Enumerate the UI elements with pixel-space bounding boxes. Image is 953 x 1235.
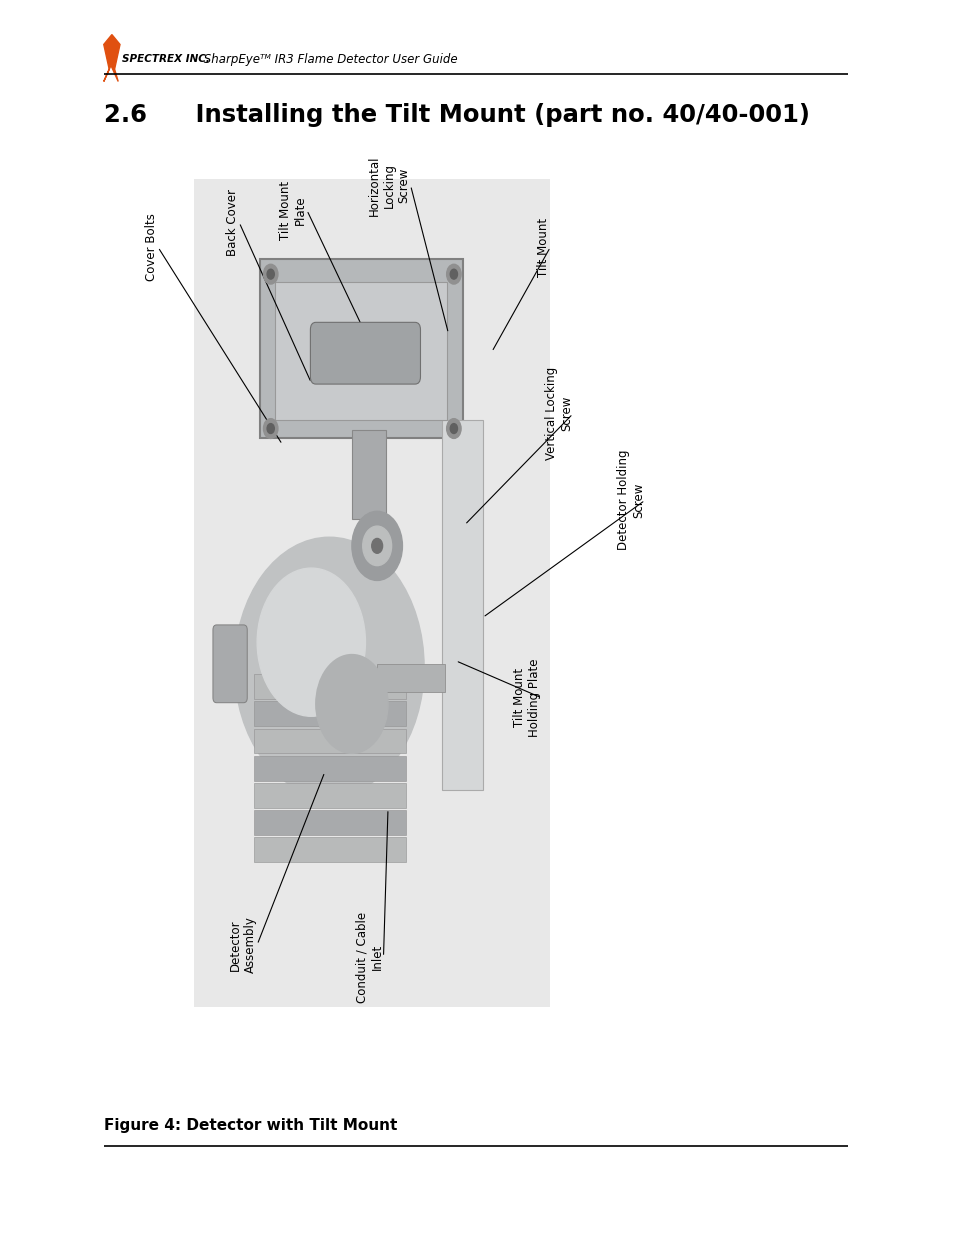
FancyBboxPatch shape [213, 625, 247, 703]
Text: Back Cover: Back Cover [226, 189, 239, 256]
Text: Tilt Mount
Holding Plate: Tilt Mount Holding Plate [513, 658, 540, 737]
Circle shape [263, 264, 277, 284]
FancyBboxPatch shape [310, 322, 420, 384]
Circle shape [267, 424, 274, 433]
Polygon shape [104, 35, 120, 82]
FancyBboxPatch shape [376, 664, 444, 692]
Text: Tilt Mount
Plate: Tilt Mount Plate [278, 180, 307, 240]
FancyBboxPatch shape [259, 259, 462, 438]
FancyBboxPatch shape [352, 430, 386, 519]
FancyBboxPatch shape [193, 179, 550, 1007]
Text: Figure 4: Detector with Tilt Mount: Figure 4: Detector with Tilt Mount [104, 1118, 396, 1132]
Text: Cover Bolts: Cover Bolts [145, 214, 158, 280]
Circle shape [372, 538, 382, 553]
Circle shape [446, 419, 460, 438]
Text: SharpEyeᵀᴹ IR3 Flame Detector User Guide: SharpEyeᵀᴹ IR3 Flame Detector User Guide [200, 53, 457, 65]
FancyBboxPatch shape [254, 810, 406, 835]
FancyBboxPatch shape [441, 420, 482, 790]
FancyBboxPatch shape [274, 282, 446, 420]
Text: Vertical Locking
Screw: Vertical Locking Screw [544, 367, 573, 461]
FancyBboxPatch shape [254, 701, 406, 726]
FancyBboxPatch shape [254, 756, 406, 781]
FancyBboxPatch shape [254, 837, 406, 862]
FancyBboxPatch shape [254, 729, 406, 753]
Circle shape [362, 526, 391, 566]
Text: SPECTREX INC.: SPECTREX INC. [122, 54, 210, 64]
Circle shape [234, 537, 424, 797]
Text: Conduit / Cable
Inlet: Conduit / Cable Inlet [355, 911, 383, 1003]
FancyBboxPatch shape [254, 783, 406, 808]
Text: Detector
Assembly: Detector Assembly [229, 916, 257, 973]
Text: Tilt Mount: Tilt Mount [537, 217, 550, 277]
Circle shape [315, 655, 388, 753]
Circle shape [352, 511, 402, 580]
Text: Detector Holding
Screw: Detector Holding Screw [617, 450, 644, 551]
Circle shape [257, 568, 365, 716]
Text: Horizontal
Locking
Screw: Horizontal Locking Screw [367, 156, 410, 215]
Circle shape [450, 269, 457, 279]
Circle shape [267, 269, 274, 279]
Text: 2.6  Installing the Tilt Mount (part no. 40/40-001): 2.6 Installing the Tilt Mount (part no. … [104, 103, 809, 126]
FancyBboxPatch shape [254, 674, 406, 699]
Circle shape [446, 264, 460, 284]
Circle shape [450, 424, 457, 433]
Circle shape [263, 419, 277, 438]
